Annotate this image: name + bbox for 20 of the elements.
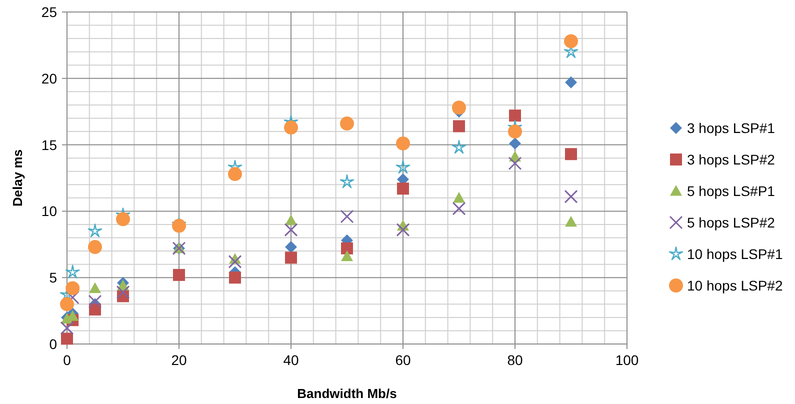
y-tick-label: 15	[41, 136, 58, 153]
x-tick-label: 60	[395, 352, 411, 368]
y-axis-title: Delay ms	[10, 149, 25, 207]
legend-label: 10 hops LSP#2	[687, 278, 783, 294]
legend-label: 3 hops LSP#2	[687, 152, 776, 168]
y-tick-label: 25	[41, 4, 58, 20]
y-tick-label: 10	[41, 203, 58, 220]
x-tick-label: 40	[283, 352, 299, 368]
y-tick-label: 5	[49, 270, 58, 286]
x-tick-label: 0	[63, 352, 72, 368]
y-tick-label: 20	[41, 70, 58, 86]
x-tick-label: 80	[507, 352, 523, 368]
legend-label: 5 hops LSP#2	[687, 214, 776, 230]
x-tick-label: 100	[615, 352, 639, 368]
x-tick-label: 20	[171, 352, 187, 368]
legend-label: 10 hops LSP#1	[687, 246, 783, 262]
legend-label: 3 hops LSP#1	[687, 120, 776, 136]
x-axis-title: Bandwidth Mb/s	[297, 386, 397, 401]
legend-label: 5 hops LS#P1	[687, 183, 776, 199]
y-tick-label: 0	[49, 336, 58, 352]
